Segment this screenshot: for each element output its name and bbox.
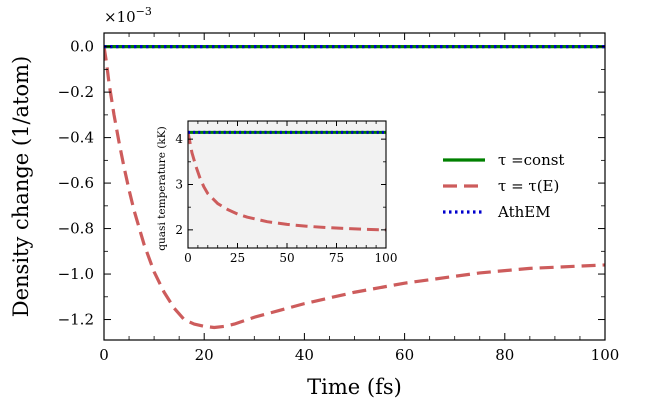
main-y-tick-label: −1.2 — [58, 311, 94, 329]
inset-x-tick-label: 75 — [329, 251, 344, 265]
main-x-tick-label: 60 — [395, 346, 414, 364]
inset-x-tick-label: 0 — [184, 251, 192, 265]
main-x-tick-label: 0 — [99, 346, 109, 364]
y-axis-title: Density change (1/atom) — [9, 56, 33, 317]
main-y-tick-label: −0.6 — [58, 174, 94, 192]
legend-label-1: τ = τ(E) — [498, 177, 559, 195]
x-axis-title: Time (fs) — [307, 375, 402, 399]
inset-y-axis-title: quasi temperature (kK) — [156, 126, 168, 250]
inset-x-tick-label: 100 — [375, 251, 398, 265]
main-x-tick-label: 20 — [195, 346, 214, 364]
main-y-tick-label: 0.0 — [70, 38, 94, 56]
main-y-tick-label: −1.0 — [58, 265, 94, 283]
inset-plot: 0 25 50 75 100 2 3 4 quasi temperature (kK) — [156, 120, 398, 265]
inset-y-tick-label: 3 — [175, 178, 183, 192]
inset-background — [188, 121, 386, 248]
inset-series-line-1 — [188, 132, 386, 232]
main-y-tick-label: −0.8 — [58, 220, 94, 238]
main-series-group — [104, 45, 605, 330]
main-x-tick-label: 100 — [591, 346, 620, 364]
main-y-tick-label: −0.4 — [58, 129, 94, 147]
main-x-tick-label: 80 — [495, 346, 514, 364]
y-axis-multiplier: ×10−3 — [104, 5, 152, 26]
inset-y-tick-label: 2 — [175, 223, 183, 237]
inset-x-tick-label: 50 — [279, 251, 294, 265]
main-series-line-1 — [104, 46, 605, 330]
main-x-tick-label: 40 — [295, 346, 314, 364]
legend-label-2: AthEM — [497, 203, 551, 221]
multiplier-base: ×10 — [104, 8, 136, 26]
legend-label-0: τ =const — [498, 151, 564, 169]
legend: τ =const τ = τ(E) AthEM — [443, 151, 564, 221]
main-y-tick-label: −0.2 — [58, 83, 94, 101]
inset-x-tick-label: 25 — [230, 251, 245, 265]
main-plot: 0 20 40 60 80 1000.0−0.2−0.4−0.6−0.8−1.0−1.2T… — [9, 5, 619, 399]
multiplier-exponent: −3 — [136, 5, 152, 18]
inset-y-tick-label: 4 — [175, 132, 183, 146]
inset-series-group — [188, 130, 386, 232]
